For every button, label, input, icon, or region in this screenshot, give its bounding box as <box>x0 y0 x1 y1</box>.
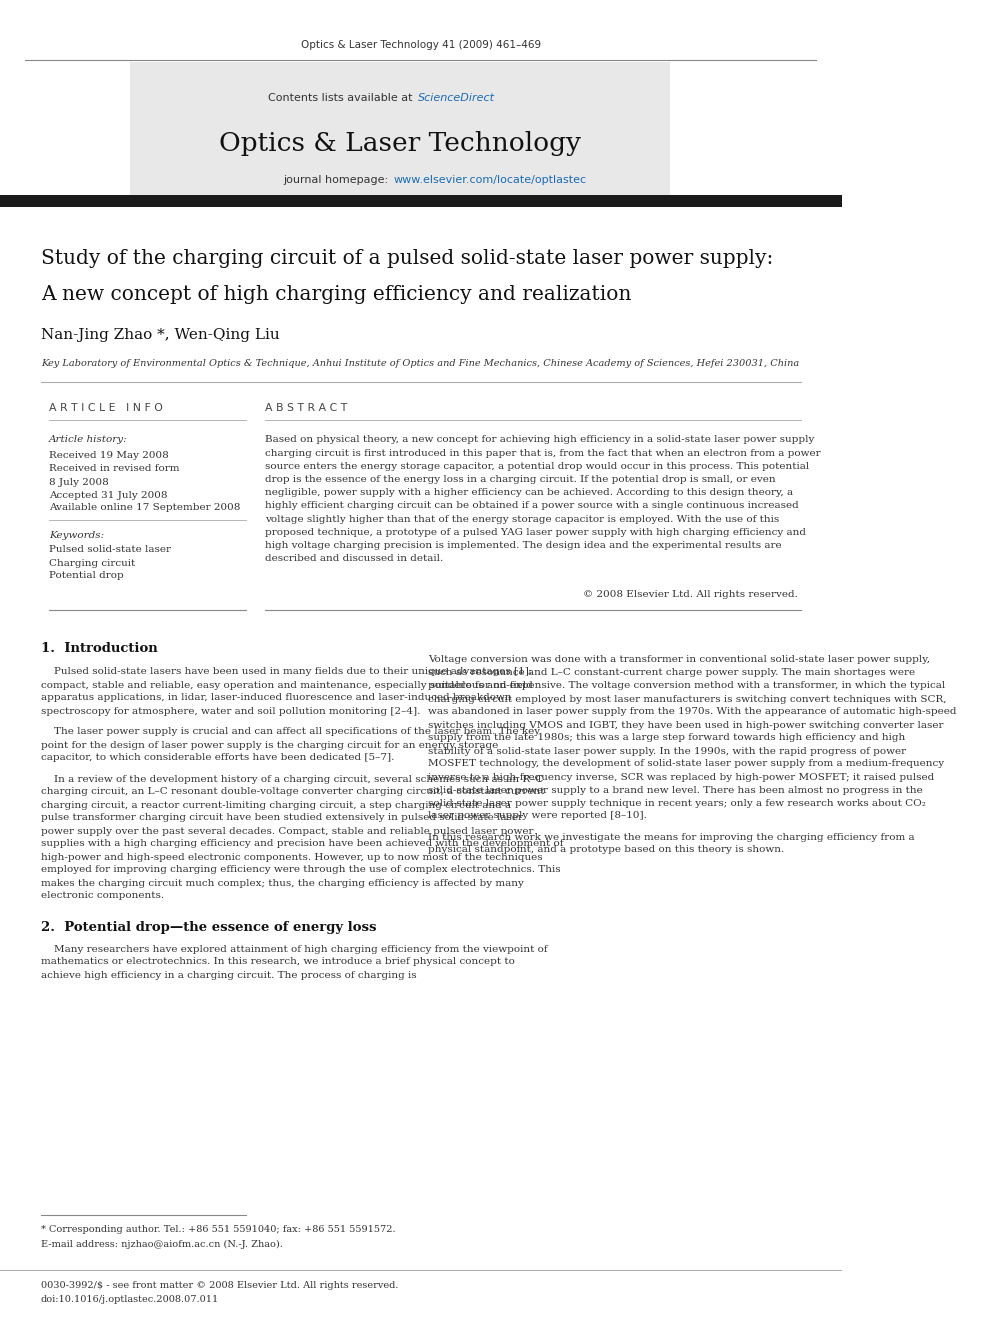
Text: Contents lists available at: Contents lists available at <box>268 93 416 103</box>
Text: Charging circuit: Charging circuit <box>50 558 136 568</box>
Text: Keywords:: Keywords: <box>50 531 104 540</box>
Text: www.elsevier.com/locate/optlastec: www.elsevier.com/locate/optlastec <box>394 175 587 185</box>
Text: Based on physical theory, a new concept for achieving high efficiency in a solid: Based on physical theory, a new concept … <box>265 435 814 445</box>
Text: pulse transformer charging circuit have been studied extensively in pulsed solid: pulse transformer charging circuit have … <box>41 814 523 823</box>
Text: ponderous and expensive. The voltage conversion method with a transformer, in wh: ponderous and expensive. The voltage con… <box>428 681 945 691</box>
Text: achieve high efficiency in a charging circuit. The process of charging is: achieve high efficiency in a charging ci… <box>41 971 417 979</box>
Text: source enters the energy storage capacitor, a potential drop would occur in this: source enters the energy storage capacit… <box>265 462 809 471</box>
Text: * Corresponding author. Tel.: +86 551 5591040; fax: +86 551 5591572.: * Corresponding author. Tel.: +86 551 55… <box>41 1225 396 1234</box>
Text: Article history:: Article history: <box>50 435 128 445</box>
Text: switches including VMOS and IGBT, they have been used in high-power switching co: switches including VMOS and IGBT, they h… <box>428 721 943 729</box>
Text: The laser power supply is crucial and can affect all specifications of the laser: The laser power supply is crucial and ca… <box>41 728 540 737</box>
Text: 8 July 2008: 8 July 2008 <box>50 478 109 487</box>
Text: supply from the late 1980s; this was a large step forward towards high efficienc: supply from the late 1980s; this was a l… <box>428 733 905 742</box>
Text: 0030-3992/$ - see front matter © 2008 Elsevier Ltd. All rights reserved.: 0030-3992/$ - see front matter © 2008 El… <box>41 1281 398 1290</box>
Text: inverse to a high-frequency inverse, SCR was replaced by high-power MOSFET; it r: inverse to a high-frequency inverse, SCR… <box>428 773 933 782</box>
Text: 1.  Introduction: 1. Introduction <box>41 642 158 655</box>
Text: charging circuit is first introduced in this paper that is, from the fact that w: charging circuit is first introduced in … <box>265 448 820 458</box>
Text: spectroscopy for atmosphere, water and soil pollution monitoring [2–4].: spectroscopy for atmosphere, water and s… <box>41 706 420 716</box>
Text: ScienceDirect: ScienceDirect <box>418 93 494 103</box>
Text: Pulsed solid-state laser: Pulsed solid-state laser <box>50 545 172 554</box>
Text: Voltage conversion was done with a transformer in conventional solid-state laser: Voltage conversion was done with a trans… <box>428 655 930 664</box>
Text: doi:10.1016/j.optlastec.2008.07.011: doi:10.1016/j.optlastec.2008.07.011 <box>41 1295 219 1304</box>
Text: high-power and high-speed electronic components. However, up to now most of the : high-power and high-speed electronic com… <box>41 852 543 861</box>
Text: Many researchers have explored attainment of high charging efficiency from the v: Many researchers have explored attainmen… <box>41 945 548 954</box>
Text: physical standpoint, and a prototype based on this theory is shown.: physical standpoint, and a prototype bas… <box>428 845 784 855</box>
Text: high voltage charging precision is implemented. The design idea and the experime: high voltage charging precision is imple… <box>265 541 782 550</box>
Text: Potential drop: Potential drop <box>50 572 124 581</box>
Text: Available online 17 September 2008: Available online 17 September 2008 <box>50 504 241 512</box>
Text: A new concept of high charging efficiency and realization: A new concept of high charging efficienc… <box>41 284 631 303</box>
Text: stability of a solid-state laser power supply. In the 1990s, with the rapid prog: stability of a solid-state laser power s… <box>428 746 906 755</box>
Text: drop is the essence of the energy loss in a charging circuit. If the potential d: drop is the essence of the energy loss i… <box>265 475 776 484</box>
Text: charging circuit employed by most laser manufacturers is switching convert techn: charging circuit employed by most laser … <box>428 695 946 704</box>
Text: was abandoned in laser power supply from the 1970s. With the appearance of autom: was abandoned in laser power supply from… <box>428 708 956 717</box>
Text: Received in revised form: Received in revised form <box>50 464 180 474</box>
Text: supplies with a high charging efficiency and precision have been achieved with t: supplies with a high charging efficiency… <box>41 840 563 848</box>
Text: compact, stable and reliable, easy operation and maintenance, especially suitabl: compact, stable and reliable, easy opera… <box>41 680 533 689</box>
Text: solid-state laser power supply technique in recent years; only a few research wo: solid-state laser power supply technique… <box>428 799 926 807</box>
Text: E-mail address: njzhao@aiofm.ac.cn (N.-J. Zhao).: E-mail address: njzhao@aiofm.ac.cn (N.-J… <box>41 1240 283 1249</box>
Text: power supply over the past several decades. Compact, stable and reliable pulsed : power supply over the past several decad… <box>41 827 534 836</box>
Text: journal homepage:: journal homepage: <box>284 175 392 185</box>
Text: Accepted 31 July 2008: Accepted 31 July 2008 <box>50 491 168 500</box>
Text: Optics & Laser Technology 41 (2009) 461–469: Optics & Laser Technology 41 (2009) 461–… <box>301 40 541 50</box>
Text: employed for improving charging efficiency were through the use of complex elect: employed for improving charging efficien… <box>41 865 560 875</box>
Text: charging circuit, a reactor current-limiting charging circuit, a step charging c: charging circuit, a reactor current-limi… <box>41 800 511 810</box>
Text: Received 19 May 2008: Received 19 May 2008 <box>50 451 169 460</box>
Text: Pulsed solid-state lasers have been used in many fields due to their unique adva: Pulsed solid-state lasers have been used… <box>41 668 532 676</box>
Text: Optics & Laser Technology: Optics & Laser Technology <box>219 131 581 156</box>
Text: such as resonance and L–C constant-current charge power supply. The main shortag: such as resonance and L–C constant-curre… <box>428 668 915 677</box>
Text: Key Laboratory of Environmental Optics & Technique, Anhui Institute of Optics an: Key Laboratory of Environmental Optics &… <box>41 359 799 368</box>
Text: capacitor, to which considerable efforts have been dedicated [5–7].: capacitor, to which considerable efforts… <box>41 754 394 762</box>
Text: solid-state laser power supply to a brand new level. There has been almost no pr: solid-state laser power supply to a bran… <box>428 786 923 795</box>
Text: charging circuit, an L–C resonant double-voltage converter charging circuit, a c: charging circuit, an L–C resonant double… <box>41 787 545 796</box>
Text: Nan-Jing Zhao *, Wen-Qing Liu: Nan-Jing Zhao *, Wen-Qing Liu <box>41 328 280 343</box>
Text: mathematics or electrotechnics. In this research, we introduce a brief physical : mathematics or electrotechnics. In this … <box>41 958 515 967</box>
Text: A B S T R A C T: A B S T R A C T <box>265 404 347 413</box>
Text: © 2008 Elsevier Ltd. All rights reserved.: © 2008 Elsevier Ltd. All rights reserved… <box>582 590 798 598</box>
Text: MOSFET technology, the development of solid-state laser power supply from a medi: MOSFET technology, the development of so… <box>428 759 943 769</box>
Text: described and discussed in detail.: described and discussed in detail. <box>265 554 443 564</box>
Text: voltage slightly higher than that of the energy storage capacitor is employed. W: voltage slightly higher than that of the… <box>265 515 779 524</box>
Text: In a review of the development history of a charging circuit, several schemes su: In a review of the development history o… <box>41 774 543 783</box>
Bar <box>0 194 841 206</box>
Bar <box>130 62 671 194</box>
Text: laser power supply were reported [8–10].: laser power supply were reported [8–10]. <box>428 811 647 820</box>
Text: point for the design of laser power supply is the charging circuit for an energy: point for the design of laser power supp… <box>41 741 498 750</box>
Text: A R T I C L E   I N F O: A R T I C L E I N F O <box>50 404 163 413</box>
Text: makes the charging circuit much complex; thus, the charging efficiency is affect: makes the charging circuit much complex;… <box>41 878 524 888</box>
Text: electronic components.: electronic components. <box>41 892 164 901</box>
Text: highly efficient charging circuit can be obtained if a power source with a singl: highly efficient charging circuit can be… <box>265 501 799 511</box>
Text: 2.  Potential drop—the essence of energy loss: 2. Potential drop—the essence of energy … <box>41 921 376 934</box>
Text: proposed technique, a prototype of a pulsed YAG laser power supply with high cha: proposed technique, a prototype of a pul… <box>265 528 806 537</box>
Text: negligible, power supply with a higher efficiency can be achieved. According to : negligible, power supply with a higher e… <box>265 488 793 497</box>
Text: In this research work we investigate the means for improving the charging effici: In this research work we investigate the… <box>428 832 915 841</box>
Text: Study of the charging circuit of a pulsed solid-state laser power supply:: Study of the charging circuit of a pulse… <box>41 249 773 267</box>
Text: apparatus applications, in lidar, laser-induced fluorescence and laser-induced b: apparatus applications, in lidar, laser-… <box>41 693 511 703</box>
